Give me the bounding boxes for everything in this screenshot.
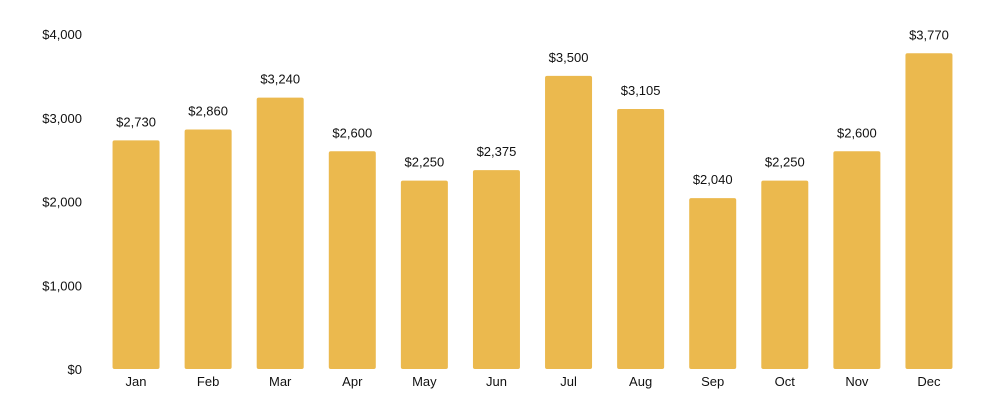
bar-jan bbox=[112, 140, 160, 369]
bar-jul bbox=[545, 75, 593, 369]
x-tick-label-mar: Mar bbox=[269, 374, 292, 389]
x-tick-label-jun: Jun bbox=[486, 374, 507, 389]
bar-may bbox=[400, 180, 448, 369]
data-label-apr: $2,600 bbox=[332, 125, 372, 140]
x-tick-label-apr: Apr bbox=[342, 374, 363, 389]
y-tick-label: $2,000 bbox=[42, 195, 82, 210]
data-label-sep: $2,040 bbox=[693, 172, 733, 187]
y-axis-tick-labels: $0 $1,000 $2,000 $3,000 $4,000 bbox=[42, 27, 82, 377]
data-label-mar: $3,240 bbox=[260, 72, 300, 87]
data-label-feb: $2,860 bbox=[188, 103, 228, 118]
y-tick-label: $1,000 bbox=[42, 278, 82, 293]
bar-feb bbox=[184, 129, 232, 369]
data-label-jun: $2,375 bbox=[477, 144, 517, 159]
bars-group bbox=[112, 53, 953, 370]
x-tick-label-sep: Sep bbox=[701, 374, 724, 389]
x-tick-label-aug: Aug bbox=[629, 374, 652, 389]
x-axis-tick-labels: Jan Feb Mar Apr May Jun Jul Aug Sep Oct Nov Dec bbox=[126, 374, 941, 389]
data-label-aug: $3,105 bbox=[621, 83, 661, 98]
bar-dec bbox=[905, 53, 953, 369]
data-label-may: $2,250 bbox=[404, 155, 444, 170]
bar-mar bbox=[256, 97, 304, 370]
y-tick-label: $4,000 bbox=[42, 27, 82, 42]
x-tick-label-feb: Feb bbox=[197, 374, 219, 389]
bar-aug bbox=[617, 108, 665, 370]
y-tick-label: $0 bbox=[68, 362, 82, 377]
data-label-nov: $2,600 bbox=[837, 125, 877, 140]
data-label-jul: $3,500 bbox=[549, 50, 589, 65]
data-label-dec: $3,770 bbox=[909, 27, 949, 42]
y-tick-label: $3,000 bbox=[42, 111, 82, 126]
x-tick-label-nov: Nov bbox=[845, 374, 869, 389]
x-tick-label-oct: Oct bbox=[775, 374, 796, 389]
x-tick-label-may: May bbox=[412, 374, 437, 389]
x-tick-label-jul: Jul bbox=[560, 374, 577, 389]
bar-apr bbox=[328, 151, 376, 369]
bar-oct bbox=[761, 180, 809, 369]
x-tick-label-dec: Dec bbox=[917, 374, 941, 389]
bar-jun bbox=[472, 170, 520, 369]
x-tick-label-jan: Jan bbox=[126, 374, 147, 389]
data-label-oct: $2,250 bbox=[765, 155, 805, 170]
bar-nov bbox=[833, 151, 881, 369]
data-label-jan: $2,730 bbox=[116, 114, 156, 129]
data-labels-group: $2,730 $2,860 $3,240 $2,600 $2,250 $2,375 $3,5… bbox=[116, 27, 949, 187]
bar-sep bbox=[689, 198, 737, 369]
